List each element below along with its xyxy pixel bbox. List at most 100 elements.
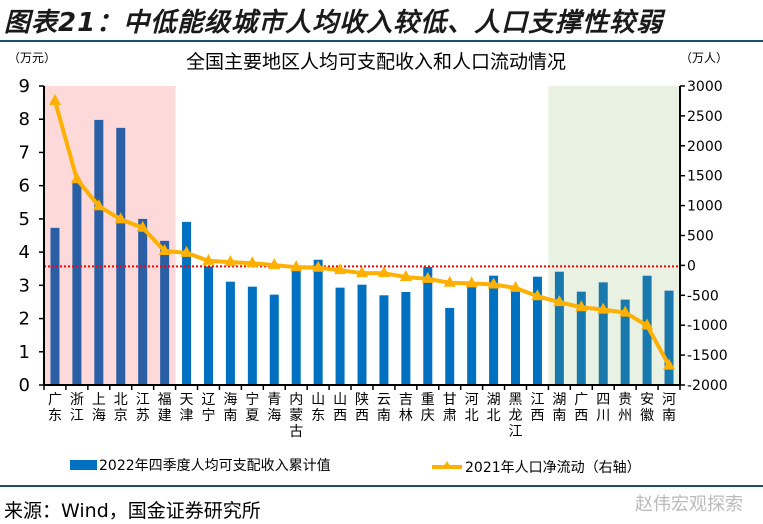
x-tick-label-广东: 广 — [48, 392, 62, 408]
legend-line-marker — [442, 461, 452, 469]
x-tick-label-贵州: 贵 — [618, 392, 632, 408]
line-marker-四川 — [597, 302, 610, 314]
legend-bar-label: 2022年四季度人均可支配收入累计值 — [99, 458, 331, 474]
x-tick-label-山东: 山 — [311, 392, 325, 408]
bar-四川 — [598, 282, 608, 385]
figure-title: 图表21：中低能级城市人均收入较低、人口支撑性较弱 — [4, 8, 664, 38]
bar-江苏 — [138, 218, 148, 385]
bar-广西 — [576, 291, 586, 385]
x-tick-label-广西: 西 — [574, 408, 588, 424]
x-tick-label-海南: 南 — [223, 408, 237, 424]
x-tick-label-海南: 海 — [223, 392, 237, 408]
right-axis-unit: （万人） — [680, 51, 728, 65]
legend-line-label: 2021年人口净流动（右轴） — [465, 460, 641, 476]
x-tick-label-江西: 江 — [530, 392, 544, 408]
x-tick-label-山西: 山 — [333, 392, 347, 408]
left-tick-label: 7 — [19, 142, 30, 163]
x-tick-label-湖南: 南 — [552, 408, 566, 424]
line-marker-北京 — [114, 212, 127, 224]
bar-内蒙古 — [291, 269, 301, 385]
x-tick-label-云南: 南 — [377, 408, 391, 424]
line-marker-江西 — [531, 289, 544, 301]
right-tick-label: 2500 — [687, 109, 723, 125]
left-tick-label: 6 — [19, 176, 30, 197]
x-tick-label-青海: 海 — [267, 408, 281, 424]
left-tick-label: 8 — [19, 109, 30, 130]
x-tick-label-浙江: 江 — [70, 408, 84, 424]
right-tick-label: 3000 — [687, 79, 723, 95]
x-tick-label-天津: 天 — [180, 392, 194, 408]
left-tick-label: 9 — [19, 76, 30, 97]
bar-上海 — [94, 119, 104, 386]
x-tick-label-内蒙古: 内 — [289, 392, 303, 408]
bar-重庆 — [423, 267, 433, 385]
left-tick-label: 1 — [19, 342, 30, 363]
x-tick-label-重庆: 重 — [421, 392, 435, 408]
x-tick-label-四川: 川 — [596, 408, 610, 424]
bar-浙江 — [72, 182, 82, 385]
line-marker-山西 — [334, 263, 347, 275]
x-tick-label-甘肃: 肃 — [443, 408, 457, 424]
left-tick-label: 4 — [19, 242, 30, 263]
bar-黑龙江 — [511, 289, 521, 385]
bar-天津 — [182, 221, 192, 385]
x-tick-label-吉林: 吉 — [399, 392, 413, 408]
x-tick-label-青海: 青 — [267, 392, 281, 408]
line-marker-江苏 — [136, 220, 149, 232]
x-tick-label-云南: 云 — [377, 392, 391, 408]
line-marker-贵州 — [619, 305, 632, 317]
line-marker-福建 — [158, 244, 171, 256]
bar-湖南 — [554, 271, 564, 385]
x-tick-label-福建: 福 — [158, 392, 172, 408]
bar-吉林 — [401, 291, 411, 385]
right-tick-label: 0 — [687, 258, 696, 274]
line-marker-辽宁 — [202, 253, 215, 265]
x-tick-label-广西: 广 — [574, 392, 588, 408]
left-tick-label: 2 — [19, 309, 30, 330]
bar-贵州 — [620, 299, 630, 385]
left-axis-unit: （万元） — [8, 51, 56, 65]
bar-宁夏 — [247, 286, 257, 385]
x-tick-label-湖北: 湖 — [487, 392, 501, 408]
x-tick-label-江苏: 江 — [136, 392, 150, 408]
x-tick-label-黑龙江: 龙 — [509, 408, 523, 424]
x-tick-label-天津: 津 — [180, 408, 194, 424]
right-tick-label: -2000 — [687, 378, 728, 394]
line-marker-陕西 — [356, 266, 368, 278]
x-tick-label-福建: 建 — [158, 408, 172, 424]
bar-辽宁 — [203, 266, 213, 385]
x-tick-label-内蒙古: 蒙 — [289, 408, 303, 424]
x-tick-label-山东: 东 — [311, 408, 325, 424]
line-marker-河南 — [663, 358, 676, 370]
bar-山东 — [313, 259, 323, 385]
x-tick-label-陕西: 西 — [355, 408, 369, 424]
x-tick-label-辽宁: 宁 — [201, 407, 215, 424]
x-tick-label-上海: 海 — [92, 408, 106, 424]
x-tick-label-湖北: 北 — [487, 408, 501, 424]
x-tick-label-甘肃: 甘 — [443, 392, 457, 408]
left-tick-label: 5 — [19, 209, 30, 230]
x-tick-label-安徽: 徽 — [640, 408, 654, 424]
right-tick-label: -1500 — [687, 348, 728, 364]
x-tick-label-贵州: 州 — [618, 408, 632, 424]
x-tick-label-重庆: 庆 — [421, 408, 435, 424]
line-marker-内蒙古 — [290, 260, 303, 272]
x-tick-label-河北: 北 — [465, 408, 479, 424]
x-tick-label-广东: 东 — [48, 408, 62, 424]
x-tick-label-安徽: 安 — [640, 392, 654, 408]
line-marker-黑龙江 — [509, 280, 522, 292]
x-tick-label-陕西: 陕 — [355, 392, 369, 408]
line-marker-海南 — [224, 255, 237, 267]
line-marker-浙江 — [70, 172, 83, 184]
x-tick-label-北京: 京 — [114, 408, 128, 424]
highlight-region — [548, 86, 680, 385]
x-tick-label-黑龙江: 江 — [509, 424, 523, 440]
x-tick-label-黑龙江: 黑 — [509, 392, 523, 408]
bar-北京 — [116, 127, 126, 386]
x-tick-label-北京: 北 — [114, 392, 128, 408]
line-marker-青海 — [268, 258, 281, 270]
line-marker-上海 — [92, 199, 105, 211]
right-tick-label: 1500 — [687, 169, 723, 185]
right-tick-label: -1000 — [687, 318, 728, 334]
source-note: 来源：Wind，国金证券研究所 — [4, 500, 261, 522]
